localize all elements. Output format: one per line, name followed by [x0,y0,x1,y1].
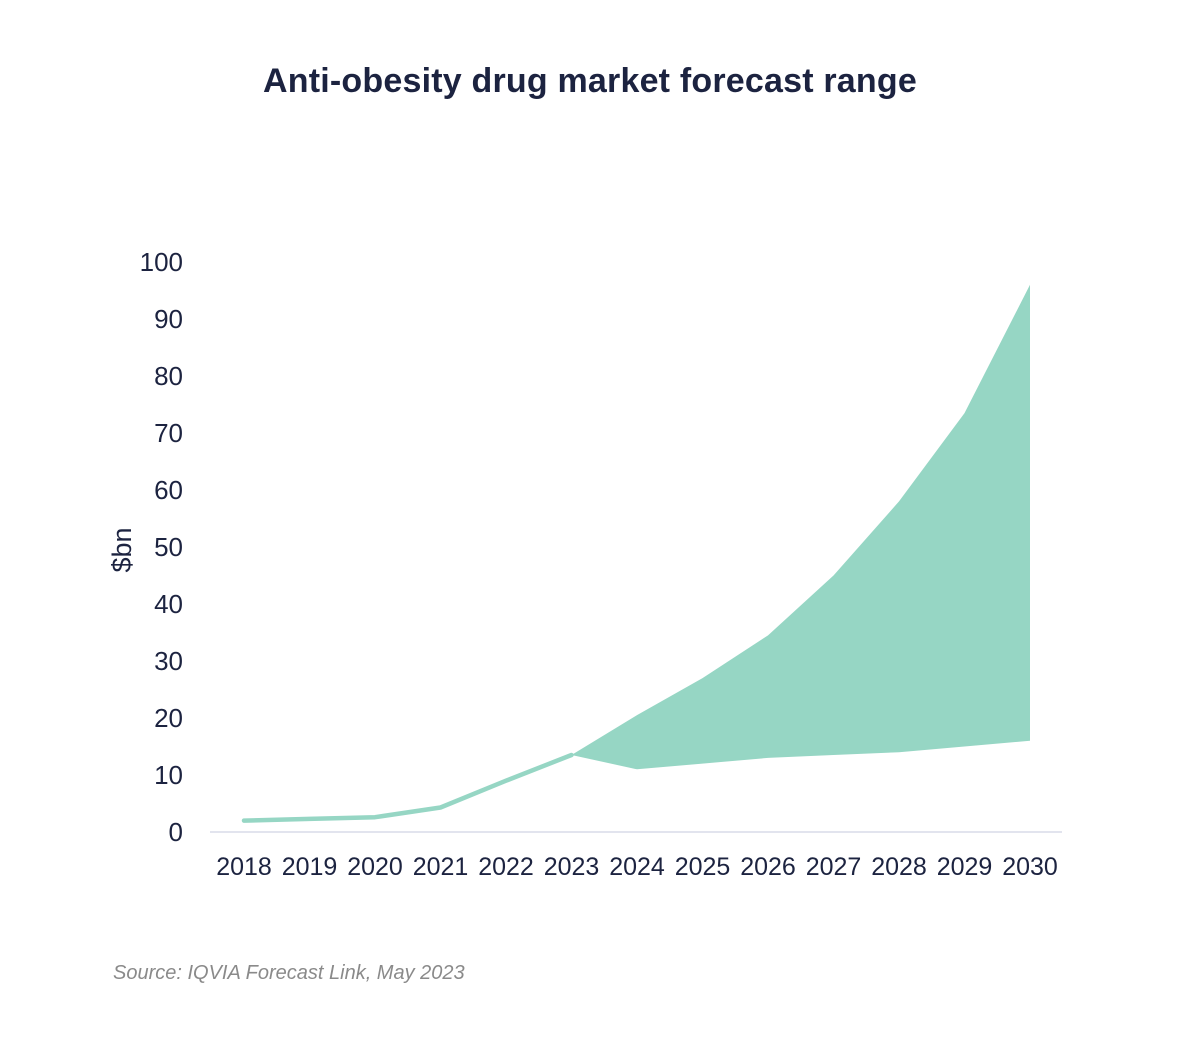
y-tick-label: 0 [169,817,183,847]
y-tick-label: 70 [154,418,183,448]
y-tick-label: 40 [154,589,183,619]
y-tick-label: 60 [154,475,183,505]
x-tick-label: 2020 [347,853,403,881]
source-note: Source: IQVIA Forecast Link, May 2023 [113,962,465,984]
y-tick-label: 90 [154,304,183,334]
x-tick-label: 2027 [806,853,862,881]
x-tick-label: 2022 [478,853,534,881]
y-tick-label: 20 [154,703,183,733]
y-tick-label: 30 [154,646,183,676]
y-tick-label: 80 [154,361,183,391]
y-tick-label: 50 [154,532,183,562]
y-tick-label: 10 [154,760,183,790]
forecast-range-area [571,284,1030,770]
historical-line [241,752,574,823]
x-tick-label: 2028 [871,853,927,881]
x-tick-label: 2024 [609,853,665,881]
x-axis-ticks: 2018 2019 2020 2021 2022 2023 2024 2025 2026 2027… [216,853,1058,881]
y-axis-ticks: 0 10 20 30 40 50 60 70 80 90 100 [140,247,183,847]
y-axis-label: $bn [107,527,137,572]
x-tick-label: 2026 [740,853,796,881]
x-tick-label: 2023 [544,853,600,881]
x-tick-label: 2025 [675,853,731,881]
x-tick-label: 2030 [1002,853,1058,881]
x-tick-label: 2021 [413,853,469,881]
series-group [241,284,1030,823]
y-tick-label: 100 [140,247,183,277]
x-tick-label: 2029 [937,853,993,881]
chart-title: Anti-obesity drug market forecast range [263,62,917,100]
x-tick-label: 2018 [216,853,272,881]
x-tick-label: 2019 [282,853,338,881]
